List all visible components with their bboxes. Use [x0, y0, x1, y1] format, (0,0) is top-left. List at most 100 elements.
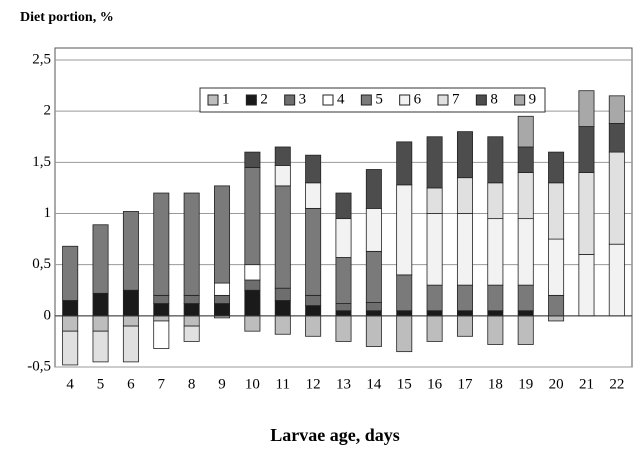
legend-box: [199, 87, 546, 113]
legend-swatch: [245, 94, 257, 106]
bar-segment: [517, 146, 534, 173]
bar-segment: [305, 154, 322, 184]
x-tick-label: 8: [188, 376, 196, 392]
y-tick-label: 1: [44, 205, 52, 221]
bar-segment: [426, 213, 443, 286]
bar-segment: [608, 95, 625, 124]
bar-segment: [244, 151, 261, 168]
bar-segment: [153, 192, 170, 296]
legend-label: 6: [414, 91, 422, 107]
y-tick-label: 2,5: [32, 51, 51, 67]
bar-segment: [92, 315, 109, 332]
bar-segment: [456, 131, 473, 179]
bar-segment: [578, 254, 595, 317]
bar-segment: [517, 218, 534, 286]
bar-segment: [335, 218, 352, 258]
bar-segment: [487, 315, 504, 345]
legend-label: 1: [222, 91, 230, 107]
bar-segment: [305, 207, 322, 296]
bar-segment: [274, 165, 291, 187]
bar-segment: [62, 245, 79, 301]
bar-segment: [578, 126, 595, 173]
bar-segment: [183, 192, 200, 296]
bar-segment: [426, 315, 443, 342]
bar-segment: [305, 315, 322, 337]
x-tick-label: 22: [609, 376, 624, 392]
x-tick-label: 17: [457, 376, 473, 392]
bar-segment: [274, 315, 291, 335]
bar-segment: [517, 310, 534, 317]
bar-segment: [153, 303, 170, 317]
bar-segment: [517, 172, 534, 220]
bar-segment: [456, 284, 473, 312]
bar-segment: [274, 300, 291, 317]
legend-label: 8: [490, 91, 498, 107]
bar-segment: [517, 284, 534, 312]
bar-segment: [62, 330, 79, 366]
bar-segment: [305, 294, 322, 307]
legend-swatch: [399, 94, 411, 106]
bar-segment: [487, 310, 504, 317]
x-tick-label: 20: [549, 376, 564, 392]
bar-segment: [183, 303, 200, 317]
bar-segment: [487, 182, 504, 220]
y-tick-label: 1,5: [32, 154, 51, 170]
bar-segment: [487, 136, 504, 184]
bar-segment: [335, 303, 352, 312]
bar-segment: [548, 238, 565, 296]
x-tick-label: 16: [427, 376, 443, 392]
bar-segment: [92, 224, 109, 294]
x-tick-label: 15: [397, 376, 412, 392]
bar-segment: [608, 123, 625, 153]
x-axis-label: Larvae age, days: [270, 425, 400, 445]
bar-segment: [365, 302, 382, 312]
bar-segment: [244, 279, 261, 291]
bar-segment: [548, 315, 565, 322]
y-tick-label: 0,5: [32, 256, 51, 272]
bar-segment: [335, 257, 352, 304]
bar-segment: [578, 90, 595, 127]
bar-segment: [153, 320, 170, 349]
bar-segment: [335, 310, 352, 317]
x-tick-label: 21: [579, 376, 594, 392]
bar-segment: [122, 325, 139, 363]
legend-label: 7: [452, 91, 460, 107]
bar-segment: [214, 303, 231, 317]
bar-segment: [365, 207, 382, 252]
bar-segment: [548, 182, 565, 240]
legend-swatch: [437, 94, 449, 106]
bar-segment: [548, 294, 565, 317]
bar-segment: [305, 182, 322, 209]
bar-segment: [335, 315, 352, 342]
bar-segment: [396, 310, 413, 317]
bar-segment: [183, 294, 200, 304]
bar-segment: [214, 294, 231, 304]
bar-segment: [396, 274, 413, 312]
bar-segment: [456, 310, 473, 317]
legend-swatch: [360, 94, 372, 106]
bar-segment: [426, 284, 443, 312]
bar-segment: [274, 146, 291, 166]
bar-segment: [456, 315, 473, 337]
bar-segment: [365, 250, 382, 303]
x-tick-label: 9: [218, 376, 226, 392]
x-tick-label: 12: [306, 376, 321, 392]
legend-label: 9: [529, 91, 537, 107]
x-tick-label: 19: [518, 376, 533, 392]
bar-segment: [274, 287, 291, 301]
bar-segment: [183, 315, 200, 327]
bar-segment: [244, 264, 261, 281]
bar-segment: [244, 167, 261, 266]
bar-segment: [62, 315, 79, 332]
bar-segment: [214, 185, 231, 284]
bar-segment: [244, 315, 261, 332]
x-tick-label: 4: [66, 376, 74, 392]
bar-segment: [456, 177, 473, 214]
bar-segment: [578, 172, 595, 255]
bar-segment: [305, 305, 322, 317]
legend-label: 4: [337, 91, 345, 107]
legend-label: 3: [299, 91, 307, 107]
legend-label: 5: [375, 91, 383, 107]
bar-segment: [153, 294, 170, 304]
